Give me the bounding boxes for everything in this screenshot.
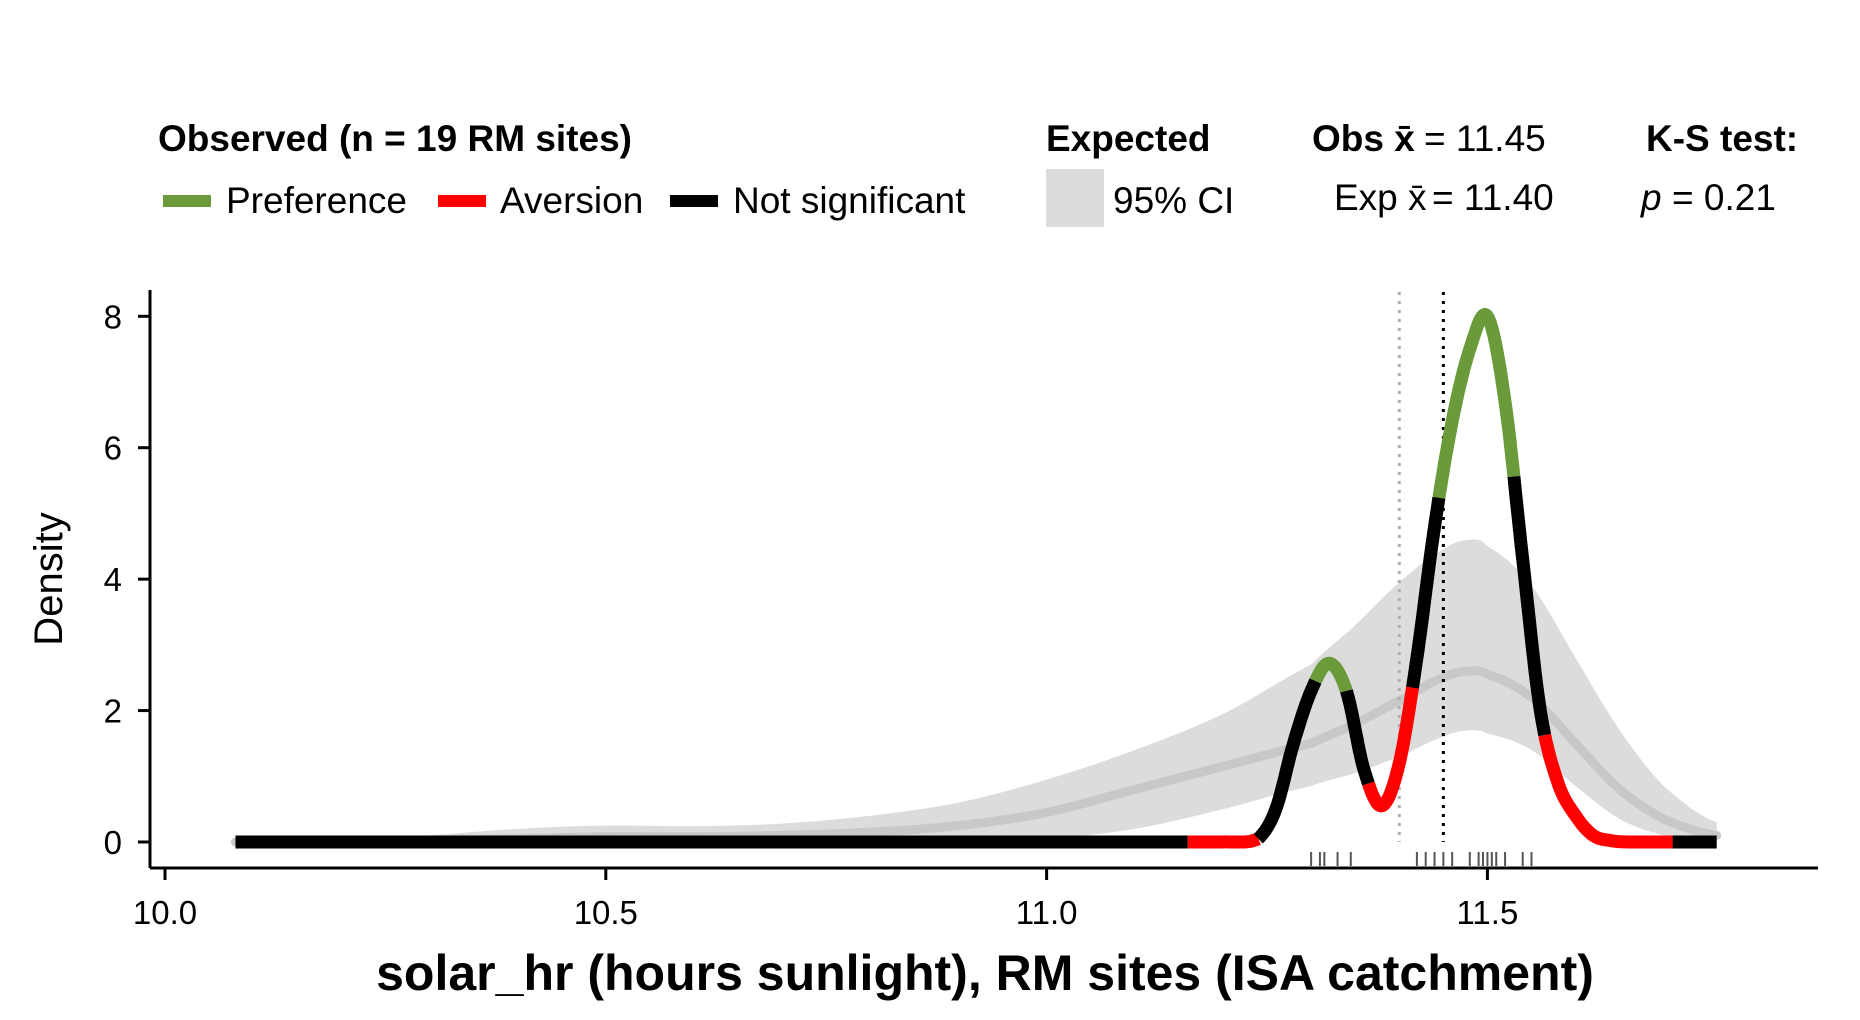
ks-test-title: K-S test: bbox=[1646, 118, 1798, 159]
x-tick-label-3: 11.5 bbox=[1457, 894, 1519, 931]
observed-density-segment-9 bbox=[1538, 733, 1679, 849]
mean-lines-layer bbox=[1397, 292, 1445, 842]
x-axis-title: solar_hr (hours sunlight), RM sites (ISA… bbox=[376, 945, 1594, 1001]
ks-p-label: p bbox=[1640, 177, 1662, 218]
exp-mean-value: = 11.40 bbox=[1432, 177, 1554, 218]
observed-density-segment-7 bbox=[1432, 307, 1521, 499]
exp-mean-label: Exp x̄ bbox=[1334, 177, 1427, 218]
y-ticks: 0 2 4 6 8 bbox=[104, 298, 150, 861]
expected-ci-band-layer bbox=[231, 539, 1722, 847]
y-tick-label-1: 2 bbox=[104, 693, 122, 730]
observed-density-segment-4 bbox=[1340, 689, 1375, 788]
observed-density-segment-2 bbox=[1253, 676, 1322, 844]
expected-ci-band bbox=[235, 539, 1717, 842]
obs-mean-label: Obs x̄ bbox=[1312, 118, 1415, 159]
observed-density-segment-3 bbox=[1309, 656, 1353, 695]
x-tick-label-2: 11.0 bbox=[1016, 894, 1078, 931]
y-tick-label-3: 6 bbox=[104, 430, 122, 467]
legend-expected-title: Expected bbox=[1046, 118, 1211, 159]
stats-annotations: Obs x̄ = 11.45 Exp x̄ = 11.40 K-S test: … bbox=[1312, 118, 1798, 218]
y-tick-label-2: 4 bbox=[104, 561, 122, 598]
observed-density-segment-1 bbox=[1182, 832, 1263, 849]
rug-layer bbox=[1310, 852, 1533, 866]
legend-observed-title: Observed (n = 19 RM sites) bbox=[158, 118, 632, 159]
obs-mean-value: = 11.45 bbox=[1424, 118, 1546, 159]
observed-density-segment-8 bbox=[1507, 475, 1552, 738]
observed-density-segment-6 bbox=[1406, 496, 1446, 689]
x-tick-label-1: 10.5 bbox=[574, 894, 638, 931]
y-tick-label-0: 0 bbox=[104, 824, 122, 861]
axes: 10.0 10.5 11.0 11.5 0 2 4 6 8 bbox=[104, 290, 1818, 931]
observed-density-segment-5 bbox=[1362, 686, 1419, 813]
y-axis-title: Density bbox=[27, 512, 71, 645]
x-ticks: 10.0 10.5 11.0 11.5 bbox=[133, 868, 1518, 931]
y-tick-label-4: 8 bbox=[104, 298, 122, 335]
observed-density-layer bbox=[230, 307, 1722, 849]
x-tick-label-0: 10.0 bbox=[133, 894, 197, 931]
legend-label-ci: 95% CI bbox=[1113, 180, 1234, 221]
ks-p-value: = 0.21 bbox=[1672, 177, 1776, 218]
legend-label-not-significant: Not significant bbox=[733, 180, 966, 221]
legend-swatch-ci bbox=[1046, 169, 1104, 227]
legend-label-preference: Preference bbox=[226, 180, 407, 221]
legend: Observed (n = 19 RM sites) Preference Av… bbox=[158, 118, 1234, 227]
legend-label-aversion: Aversion bbox=[500, 180, 643, 221]
